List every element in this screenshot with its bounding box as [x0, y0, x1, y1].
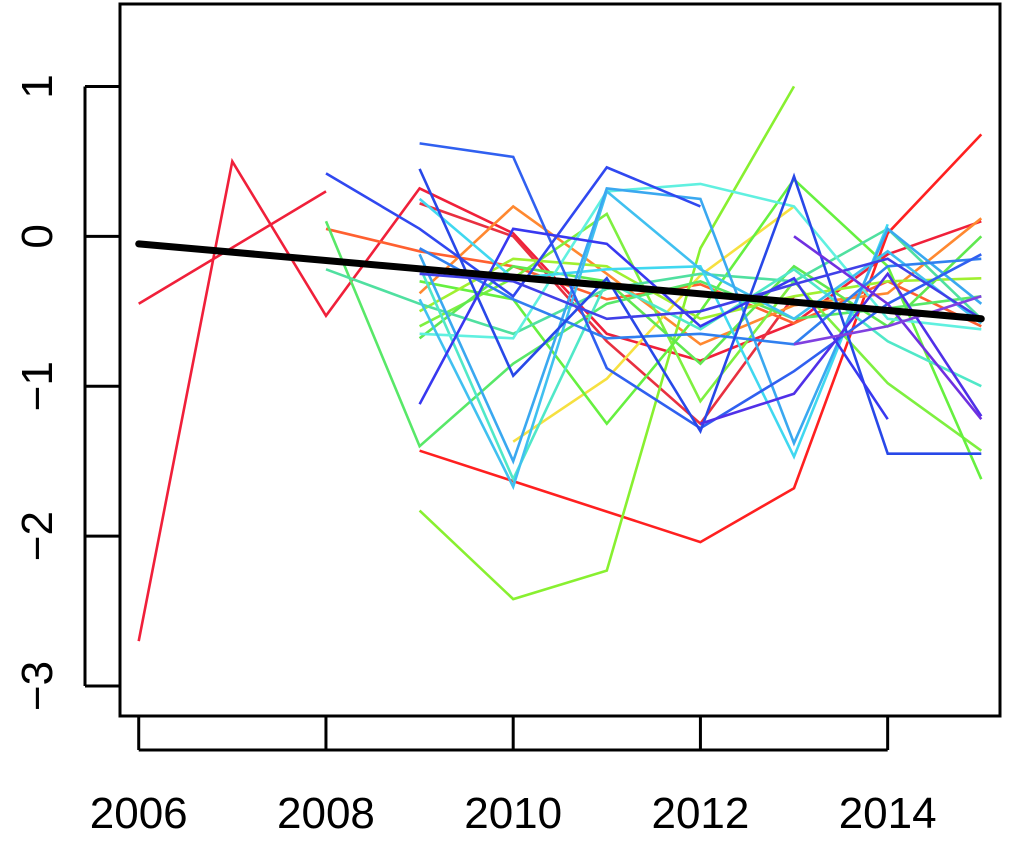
series-line-22: [325, 165, 701, 299]
series-line-26: [700, 271, 983, 425]
x-tick-label-2012: 2012: [651, 789, 749, 838]
series-line-8: [418, 85, 796, 601]
series-line-3: [419, 133, 983, 544]
series-line-17: [418, 197, 889, 460]
y-tick-label-0: 0: [13, 224, 62, 248]
y-axis: −3 −2 −1 0 1: [13, 74, 120, 711]
trend-line-group: [135, 240, 985, 323]
series-line-13: [418, 257, 982, 321]
series-line-14: [325, 227, 983, 336]
series-line-6: [418, 204, 983, 346]
series-line-27: [793, 235, 983, 421]
y-tick-label--2: −2: [13, 511, 62, 561]
series-line-15: [418, 265, 982, 483]
series-line-20: [418, 247, 982, 346]
series-line-16: [419, 182, 982, 340]
y-tick-label--3: −3: [13, 661, 62, 711]
x-tick-label-2010: 2010: [464, 789, 562, 838]
x-tick-label-2008: 2008: [277, 789, 375, 838]
series-line-19: [418, 186, 983, 465]
series-line-28: [793, 295, 982, 346]
trend-line: [135, 240, 985, 323]
series-line-2: [138, 190, 327, 305]
x-tick-label-2014: 2014: [839, 789, 937, 838]
plot-frame: [118, 2, 1002, 718]
y-tick-label-1: 1: [13, 74, 62, 98]
series-line-18: [418, 189, 983, 491]
series-line-23: [418, 168, 982, 456]
series-line-4: [419, 202, 796, 426]
x-tick-label-2006: 2006: [90, 789, 188, 838]
x-axis: 2006 2008 2010 2012 2014: [90, 716, 937, 838]
y-tick-label--1: −1: [13, 361, 62, 411]
series-line-25: [419, 257, 983, 321]
series-line-7: [512, 205, 795, 443]
